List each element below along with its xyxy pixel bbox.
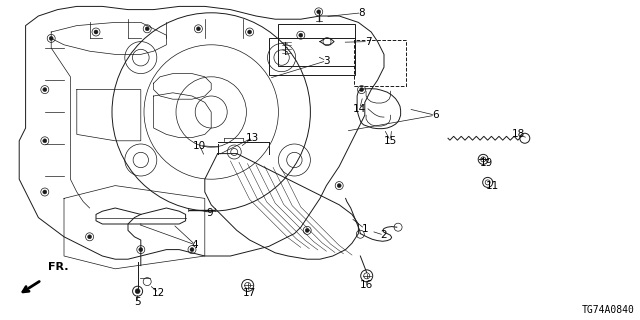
Text: 1: 1 [362,224,368,234]
Bar [354,40,406,86]
Text: 10: 10 [193,140,206,151]
Circle shape [248,30,252,34]
Text: 7: 7 [365,36,371,47]
Circle shape [94,30,98,34]
Circle shape [196,27,200,31]
Circle shape [132,286,143,296]
Circle shape [231,148,237,156]
Text: 15: 15 [384,136,397,146]
Circle shape [358,86,365,93]
Text: 16: 16 [360,280,373,290]
Circle shape [481,157,486,162]
Text: 12: 12 [152,288,165,298]
Text: TG74A0840: TG74A0840 [582,305,635,315]
Circle shape [49,36,53,40]
Circle shape [394,223,402,231]
Text: 9: 9 [207,208,213,218]
Circle shape [139,248,143,252]
Circle shape [43,190,47,194]
Circle shape [360,88,364,92]
Text: 3: 3 [323,56,330,66]
Circle shape [520,133,530,143]
Text: 2: 2 [381,230,387,240]
Bar [278,24,355,66]
Text: 4: 4 [192,240,198,250]
Circle shape [356,230,364,238]
Circle shape [143,278,151,286]
Circle shape [364,273,370,279]
Circle shape [299,33,303,37]
Bar [269,38,355,75]
Text: 11: 11 [486,180,499,191]
Text: 18: 18 [512,129,525,140]
Text: 19: 19 [480,158,493,168]
Circle shape [190,248,194,252]
Circle shape [483,177,493,188]
Circle shape [43,139,47,143]
Circle shape [135,289,140,294]
Circle shape [305,228,309,232]
Text: 14: 14 [353,104,366,114]
Circle shape [337,184,341,188]
Circle shape [145,27,149,31]
Circle shape [88,235,92,239]
Circle shape [43,88,47,92]
Circle shape [315,8,323,16]
Circle shape [485,180,490,185]
Text: 6: 6 [432,110,438,120]
Text: 17: 17 [243,288,256,298]
Circle shape [227,145,241,159]
Text: FR.: FR. [47,262,68,272]
Circle shape [244,283,251,288]
Circle shape [361,270,372,282]
Text: 8: 8 [358,8,365,18]
Text: 13: 13 [246,132,259,143]
Circle shape [317,10,321,14]
Circle shape [478,154,488,164]
Text: 5: 5 [134,297,141,308]
Circle shape [242,279,253,292]
